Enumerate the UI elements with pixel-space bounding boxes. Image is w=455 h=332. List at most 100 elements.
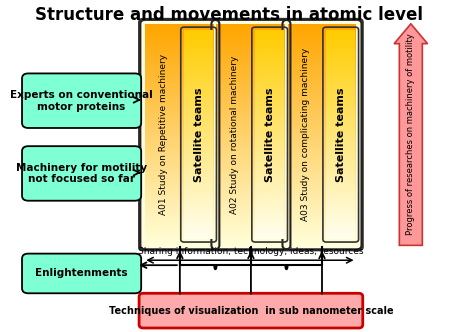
Bar: [145, 146, 214, 148]
Bar: [145, 193, 214, 196]
Bar: [287, 204, 356, 207]
Bar: [325, 59, 354, 61]
Bar: [325, 200, 354, 203]
Bar: [184, 111, 212, 114]
Bar: [216, 176, 285, 179]
Bar: [145, 215, 214, 218]
Bar: [184, 90, 212, 93]
Bar: [287, 173, 356, 176]
Bar: [216, 63, 285, 65]
Bar: [325, 129, 354, 132]
Bar: [145, 240, 214, 243]
Bar: [287, 218, 356, 220]
Bar: [184, 171, 212, 174]
Bar: [216, 143, 285, 146]
Bar: [216, 101, 285, 104]
Bar: [184, 200, 212, 203]
Bar: [255, 153, 283, 156]
Bar: [145, 209, 214, 212]
Bar: [287, 79, 356, 82]
Bar: [145, 223, 214, 226]
Bar: [325, 90, 354, 93]
Bar: [287, 223, 356, 226]
Bar: [287, 159, 356, 162]
Bar: [255, 38, 283, 40]
Bar: [184, 106, 212, 108]
Bar: [184, 210, 212, 213]
Bar: [255, 210, 283, 213]
Bar: [184, 77, 212, 80]
Bar: [145, 124, 214, 126]
Bar: [325, 179, 354, 182]
Bar: [184, 51, 212, 53]
Bar: [287, 51, 356, 54]
Bar: [287, 49, 356, 51]
Bar: [255, 101, 283, 103]
Bar: [216, 231, 285, 234]
Bar: [325, 111, 354, 114]
Bar: [255, 229, 283, 231]
Bar: [255, 93, 283, 95]
Bar: [325, 156, 354, 158]
Bar: [216, 79, 285, 82]
Text: Progress of researches on machinery of motility: Progress of researches on machinery of m…: [405, 34, 415, 235]
Bar: [255, 43, 283, 45]
Bar: [325, 64, 354, 66]
Bar: [145, 187, 214, 190]
Bar: [325, 150, 354, 153]
Bar: [287, 179, 356, 182]
Bar: [184, 208, 212, 210]
Bar: [255, 145, 283, 148]
Text: Structure and movements in atomic level: Structure and movements in atomic level: [35, 6, 422, 24]
Bar: [325, 98, 354, 101]
Bar: [287, 168, 356, 171]
Bar: [184, 43, 212, 45]
Bar: [325, 40, 354, 43]
Bar: [145, 159, 214, 162]
Bar: [325, 231, 354, 234]
Bar: [255, 40, 283, 43]
Bar: [145, 176, 214, 179]
Bar: [216, 107, 285, 110]
Text: A03 Study on complicating machinery: A03 Study on complicating machinery: [300, 48, 309, 221]
Bar: [287, 113, 356, 115]
Bar: [216, 54, 285, 57]
Bar: [145, 76, 214, 79]
Bar: [145, 118, 214, 121]
Bar: [145, 229, 214, 231]
Bar: [184, 229, 212, 231]
Bar: [145, 196, 214, 198]
Bar: [325, 122, 354, 124]
Bar: [145, 85, 214, 88]
Bar: [184, 213, 212, 216]
Bar: [145, 126, 214, 129]
Bar: [216, 32, 285, 35]
Bar: [184, 182, 212, 184]
Bar: [184, 169, 212, 171]
Bar: [216, 168, 285, 171]
Bar: [145, 185, 214, 187]
Bar: [216, 185, 285, 187]
Bar: [255, 95, 283, 98]
Bar: [184, 108, 212, 111]
Bar: [325, 158, 354, 161]
Bar: [216, 190, 285, 193]
Bar: [184, 48, 212, 51]
Bar: [216, 137, 285, 140]
Bar: [255, 119, 283, 122]
Bar: [325, 166, 354, 169]
Bar: [216, 113, 285, 115]
Bar: [145, 121, 214, 124]
Bar: [325, 174, 354, 177]
Bar: [255, 184, 283, 187]
Bar: [287, 151, 356, 154]
Bar: [184, 45, 212, 48]
Bar: [184, 198, 212, 200]
Bar: [145, 132, 214, 134]
Bar: [255, 163, 283, 166]
Bar: [216, 41, 285, 43]
Bar: [325, 216, 354, 218]
Bar: [255, 124, 283, 127]
Bar: [145, 140, 214, 143]
Bar: [255, 198, 283, 200]
